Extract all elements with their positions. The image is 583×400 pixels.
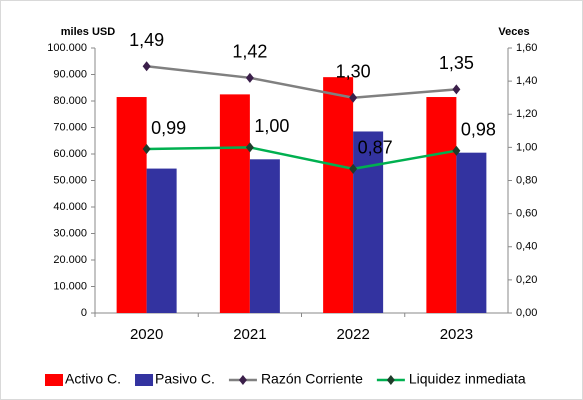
- marker: [452, 145, 461, 156]
- y-tick-label: 70.000: [53, 121, 87, 133]
- data-label: 1,35: [439, 53, 474, 73]
- x-tick-label: 2021: [233, 326, 266, 343]
- line: [146, 64, 457, 99]
- data-label: 1,49: [129, 30, 164, 50]
- bar: [116, 97, 147, 314]
- y-tick-label: 60.000: [53, 148, 87, 160]
- y-tick-label: 40.000: [53, 201, 87, 213]
- legend-swatch: [135, 374, 154, 386]
- y-tick-label: 80.000: [53, 95, 87, 107]
- y-axis-title: miles USD: [61, 26, 115, 38]
- bar: [353, 131, 384, 313]
- y-tick-label: 30.000: [53, 227, 87, 239]
- y2-tick-label: 1,60: [516, 42, 537, 54]
- bar: [249, 159, 280, 313]
- marker: [142, 61, 151, 72]
- legend-marker: [386, 375, 395, 385]
- y2-tick-label: 1,00: [516, 141, 537, 153]
- bar: [426, 97, 457, 314]
- y2-tick-label: 0,80: [516, 174, 537, 186]
- y-tick-label: 90.000: [53, 68, 87, 80]
- bar: [219, 94, 250, 313]
- y-tick-label: 10.000: [53, 280, 87, 292]
- marker: [349, 92, 358, 103]
- data-label: 1,42: [232, 42, 267, 62]
- y-tick-label: 50.000: [53, 174, 87, 186]
- line: [146, 146, 457, 171]
- data-label: 0,98: [461, 119, 496, 139]
- legend-label: Activo C.: [65, 371, 121, 387]
- y2-tick-label: 0,20: [516, 274, 537, 286]
- bar: [456, 152, 487, 313]
- data-label: 1,30: [336, 61, 371, 81]
- y2-axis-title: Veces: [498, 26, 529, 38]
- data-label: 0,99: [151, 118, 186, 138]
- legend-label: Razón Corriente: [261, 371, 363, 387]
- marker: [245, 72, 254, 83]
- legend-marker: [238, 375, 247, 385]
- y2-tick-label: 0,40: [516, 241, 537, 253]
- y2-tick-label: 0,60: [516, 208, 537, 220]
- y2-tick-label: 1,20: [516, 108, 537, 120]
- legend-label: Liquidez inmediata: [409, 371, 526, 387]
- x-tick-label: 2023: [440, 326, 473, 343]
- y2-tick-label: 1,40: [516, 75, 537, 87]
- x-tick-label: 2020: [130, 326, 163, 343]
- marker: [349, 163, 358, 174]
- x-tick-label: 2022: [336, 326, 369, 343]
- legend-swatch: [45, 374, 63, 386]
- y-tick-label: 0: [81, 307, 87, 319]
- y-tick-label: 20.000: [53, 254, 87, 266]
- legend-label: Pasivo C.: [155, 371, 215, 387]
- y2-tick-label: 0,00: [516, 307, 537, 319]
- bar: [146, 168, 177, 313]
- bar: [323, 77, 354, 314]
- data-label: 1,00: [254, 116, 289, 136]
- data-label: 0,87: [358, 138, 393, 158]
- marker: [245, 142, 254, 153]
- marker: [452, 84, 461, 95]
- marker: [142, 144, 151, 155]
- y-tick-label: 100.000: [47, 42, 87, 54]
